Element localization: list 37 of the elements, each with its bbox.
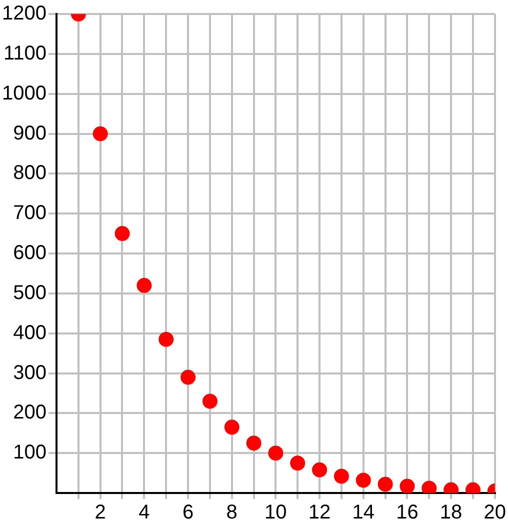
point: [246, 436, 262, 451]
y-tick-label: 1200: [2, 2, 46, 25]
point: [312, 462, 328, 478]
y-tick-label: 900: [13, 122, 46, 144]
y-tick-label: 1000: [2, 82, 46, 104]
point: [290, 456, 306, 471]
point: [158, 332, 174, 347]
y-tick-label: 400: [13, 322, 46, 344]
point: [224, 420, 240, 435]
point: [356, 472, 371, 488]
point: [400, 478, 415, 493]
y-tick-label: 800: [13, 162, 46, 184]
point: [202, 394, 218, 409]
x-tick-label: 10: [264, 502, 287, 524]
y-tick-label: 500: [13, 282, 46, 304]
point: [92, 126, 108, 142]
y-tick-label: 100: [13, 442, 46, 464]
point: [114, 226, 130, 242]
point: [378, 476, 393, 492]
x-tick-label: 14: [352, 502, 374, 524]
x-tick-label: 16: [396, 502, 418, 524]
x-tick-label: 4: [138, 502, 150, 524]
point: [136, 278, 152, 293]
point: [268, 446, 284, 461]
y-tick-label: 700: [13, 202, 46, 224]
point: [180, 370, 196, 385]
y-tick-label: 300: [13, 362, 46, 384]
y-tick-label: 600: [13, 242, 46, 264]
y-tick-label: 200: [13, 402, 46, 424]
y-tick-label: 1100: [3, 42, 46, 64]
x-tick-label: 8: [226, 502, 238, 524]
x-tick-label: 2: [94, 502, 106, 524]
x-tick-label: 6: [182, 502, 194, 524]
x-tick-label: 12: [308, 502, 331, 524]
x-tick-label: 20: [484, 502, 506, 524]
point: [334, 468, 349, 484]
x-tick-label: 18: [440, 502, 462, 524]
